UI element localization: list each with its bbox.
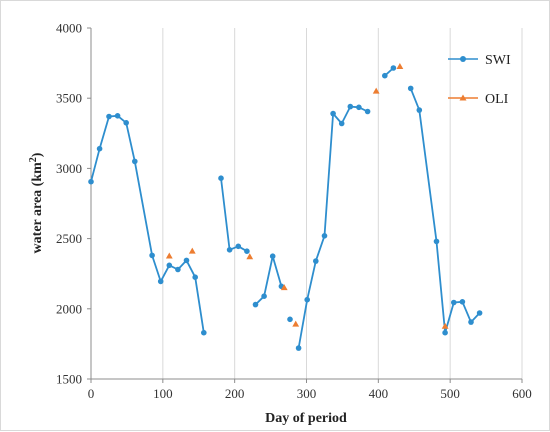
legend-oli-label: OLI bbox=[485, 92, 509, 107]
y-tick-label: 2000 bbox=[56, 301, 82, 316]
swi-point bbox=[321, 233, 328, 239]
swi-point bbox=[244, 248, 250, 254]
plot-area bbox=[88, 63, 483, 351]
y-tick-label: 4000 bbox=[56, 21, 82, 36]
swi-point bbox=[356, 104, 362, 111]
swi-point bbox=[269, 253, 276, 259]
y-tick-label: 3500 bbox=[56, 91, 82, 106]
gridlines bbox=[162, 28, 523, 379]
swi-point bbox=[330, 110, 336, 117]
oli-point bbox=[246, 253, 254, 260]
swi-point bbox=[313, 258, 319, 264]
swi-point bbox=[175, 266, 181, 273]
swi-point bbox=[347, 103, 354, 110]
swi-point bbox=[201, 329, 207, 336]
swi-line-segment bbox=[297, 105, 368, 349]
swi-point bbox=[132, 158, 138, 165]
oli-point bbox=[280, 284, 288, 291]
series-swi bbox=[88, 65, 483, 351]
legend-swi-label: SWI bbox=[485, 53, 511, 68]
swi-point bbox=[106, 113, 112, 120]
series-oli bbox=[165, 63, 449, 329]
legend-swi-marker bbox=[460, 56, 466, 62]
swi-point bbox=[183, 257, 190, 264]
oli-point bbox=[396, 63, 404, 70]
y-axis-ticks: 1500 2000 2500 3000 3500 4000 bbox=[56, 21, 91, 387]
swi-line-segment bbox=[254, 255, 283, 306]
oli-point bbox=[292, 320, 300, 327]
x-tick-label: 200 bbox=[225, 386, 245, 401]
x-tick-label: 300 bbox=[297, 386, 317, 401]
y-tick-label: 1500 bbox=[56, 372, 82, 387]
swi-point bbox=[459, 299, 466, 305]
swi-point bbox=[226, 247, 233, 253]
swi-point bbox=[382, 72, 388, 79]
y-tick-label: 2500 bbox=[56, 231, 82, 246]
legend-item-oli: OLI bbox=[448, 92, 509, 107]
x-tick-label: 400 bbox=[369, 386, 389, 401]
swi-point bbox=[261, 293, 267, 300]
swi-line-segment bbox=[409, 88, 481, 334]
oli-point bbox=[165, 252, 173, 259]
swi-point bbox=[295, 345, 302, 351]
swi-point bbox=[407, 85, 414, 92]
x-tick-label: 100 bbox=[153, 386, 173, 401]
swi-point bbox=[252, 301, 259, 308]
swi-point bbox=[114, 113, 121, 119]
x-tick-label: 0 bbox=[88, 386, 95, 401]
swi-point bbox=[149, 252, 155, 259]
swi-point bbox=[88, 178, 94, 185]
swi-point bbox=[416, 107, 423, 113]
legend-oli-marker bbox=[459, 94, 467, 101]
swi-point bbox=[235, 243, 242, 250]
swi-point bbox=[96, 145, 103, 152]
x-tick-label: 600 bbox=[512, 386, 532, 401]
y-axis-label: water area (km2) bbox=[28, 152, 45, 253]
oli-point bbox=[441, 322, 449, 329]
swi-point bbox=[338, 120, 345, 127]
swi-line-segment bbox=[220, 178, 248, 252]
swi-point bbox=[468, 319, 474, 325]
swi-point bbox=[390, 65, 397, 71]
swi-point bbox=[287, 316, 293, 323]
swi-point bbox=[192, 274, 198, 281]
legend: SWI OLI bbox=[448, 53, 511, 107]
x-axis-ticks: 0 100 200 300 400 500 600 bbox=[88, 379, 532, 401]
oli-point bbox=[188, 247, 196, 254]
x-axis-label: Day of period bbox=[265, 411, 347, 426]
swi-point bbox=[218, 175, 224, 181]
swi-point bbox=[157, 278, 164, 285]
y-tick-label: 3000 bbox=[56, 161, 82, 176]
x-tick-label: 500 bbox=[440, 386, 460, 401]
swi-point bbox=[304, 296, 311, 303]
swi-point bbox=[476, 310, 483, 316]
swi-point bbox=[123, 120, 129, 126]
swi-point bbox=[166, 262, 173, 269]
swi-point bbox=[442, 329, 448, 336]
swi-point bbox=[364, 108, 371, 115]
legend-item-swi: SWI bbox=[448, 53, 511, 68]
swi-point bbox=[451, 299, 457, 306]
oli-point bbox=[372, 87, 380, 94]
swi-point bbox=[433, 238, 440, 245]
swi-line-segment bbox=[90, 114, 205, 333]
